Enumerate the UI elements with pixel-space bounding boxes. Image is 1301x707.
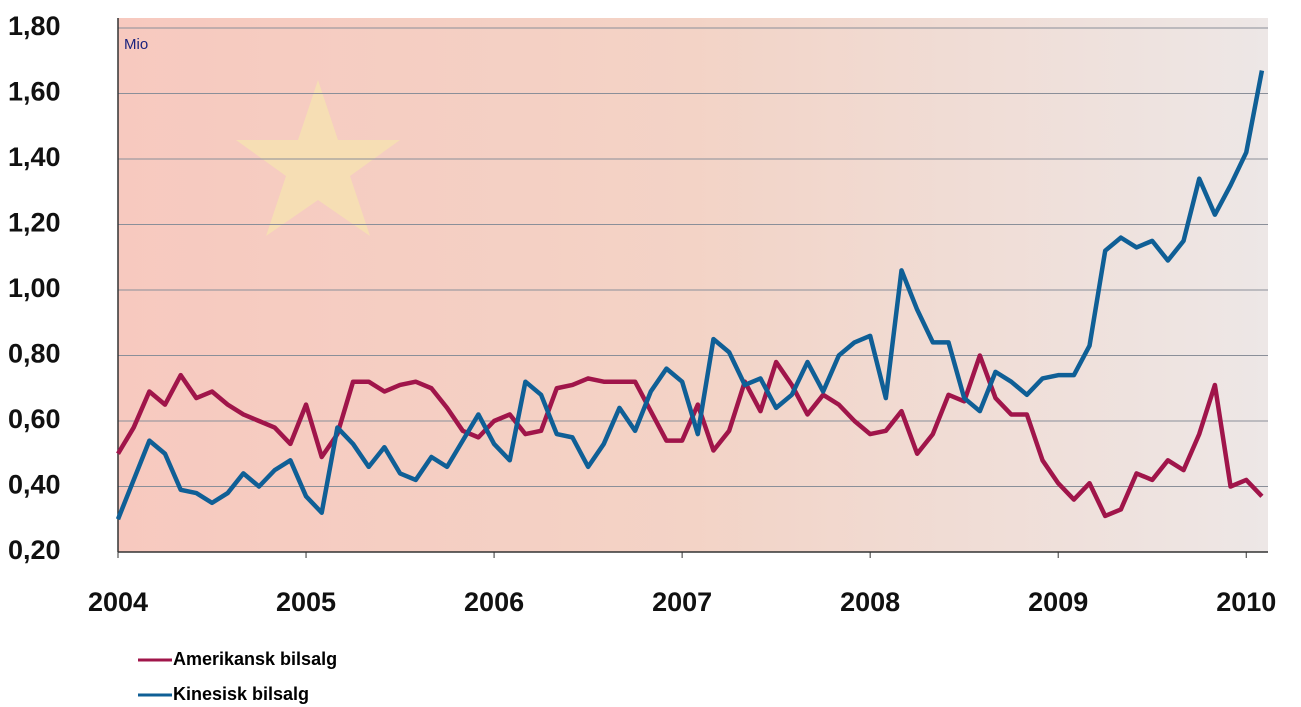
y-tick-label: 0,60 [8, 404, 61, 434]
y-tick-label: 1,00 [8, 273, 61, 303]
series-line [116, 353, 1264, 519]
unit-annotation: Mio [124, 36, 148, 53]
y-tick-label: 1,40 [8, 142, 61, 172]
x-tick-label: 2006 [464, 587, 524, 617]
y-tick-label: 0,20 [8, 535, 61, 565]
y-tick-label: 0,80 [8, 339, 61, 369]
legend-label: Kinesisk bilsalg [173, 684, 309, 704]
series-line [115, 70, 1265, 521]
x-tick-label: 2005 [276, 587, 336, 617]
x-tick-label: 2007 [652, 587, 712, 617]
x-tick-label: 2008 [840, 587, 900, 617]
y-tick-label: 1,80 [8, 11, 61, 41]
star-decoration [236, 80, 400, 236]
legend-label: Amerikansk bilsalg [173, 649, 337, 669]
x-tick-label: 2009 [1028, 587, 1088, 617]
y-tick-label: 0,40 [8, 470, 61, 500]
y-tick-label: 1,20 [8, 208, 61, 238]
x-tick-label: 2010 [1216, 587, 1276, 617]
x-tick-label: 2004 [88, 587, 148, 617]
y-tick-label: 1,60 [8, 77, 61, 107]
plot-background [118, 18, 1268, 552]
